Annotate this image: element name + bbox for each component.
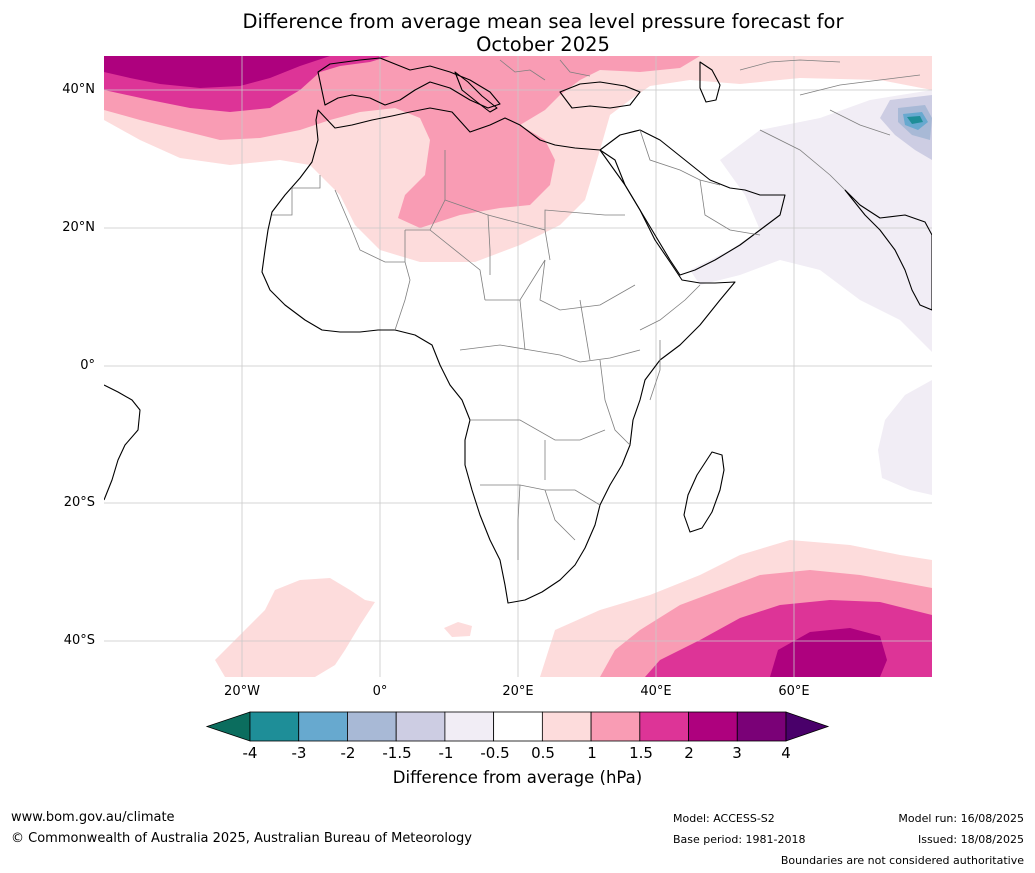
colorbar-tick: 1.5	[629, 744, 653, 762]
colorbar-title: Difference from average (hPa)	[392, 768, 643, 787]
colorbar-swatch	[493, 711, 543, 742]
lon-label-60e: 60°E	[778, 684, 810, 699]
footer-model: Model: ACCESS-S2	[673, 812, 775, 825]
lon-label-20w: 20°W	[224, 684, 260, 699]
footer-issued: Issued: 18/08/2025	[917, 833, 1024, 846]
title-line-2: October 2025	[476, 33, 610, 56]
title-line-1: Difference from average mean sea level p…	[242, 10, 844, 33]
map-title: Difference from average mean sea level p…	[0, 10, 1035, 56]
colorbar-swatch	[298, 711, 348, 742]
south-america-coastline	[104, 384, 141, 501]
anomaly-band-2-north	[104, 56, 330, 88]
lat-label-40s: 40°S	[63, 633, 95, 648]
colorbar	[205, 711, 830, 742]
footer-base-period: Base period: 1981-2018	[673, 833, 806, 846]
lat-label-equator: 0°	[80, 358, 95, 373]
colorbar-tick: 2	[684, 744, 694, 762]
lat-label-20n: 20°N	[62, 220, 95, 235]
madagascar-coastline	[683, 451, 725, 533]
anomaly-band-0.5-south-atlantic	[215, 578, 375, 677]
colorbar-tick: -1.5	[382, 744, 412, 762]
colorbar-swatch	[590, 711, 641, 742]
lon-label-20e: 20°E	[502, 684, 534, 699]
colorbar-extension-high	[785, 711, 830, 742]
lon-gridlines	[241, 56, 795, 677]
colorbar-tick: -0.5	[480, 744, 510, 762]
lon-label-40e: 40°E	[640, 684, 672, 699]
footer-copyright: © Commonwealth of Australia 2025, Austra…	[11, 831, 472, 846]
colorbar-tick: -2	[340, 744, 356, 762]
colorbar-swatch	[541, 711, 592, 742]
colorbar-tick: 3	[732, 744, 742, 762]
anatolia-coastline	[559, 81, 641, 109]
africa-coastline	[261, 107, 736, 604]
colorbar-tick: 0.5	[531, 744, 555, 762]
colorbar-tick: 4	[781, 744, 791, 762]
anomaly-band-2-south	[770, 628, 887, 677]
caspian-coastline	[699, 61, 721, 103]
anomaly-band-neg0.5-asia	[690, 90, 932, 352]
italy-coastline	[454, 71, 498, 113]
anomaly-band-neg3-tibet	[907, 116, 923, 124]
footer-website: www.bom.gov.au/climate	[11, 810, 175, 825]
colorbar-swatch	[347, 711, 397, 742]
colorbar-tick: -1	[438, 744, 454, 762]
india-coastline	[844, 189, 932, 311]
colorbar-swatch	[444, 711, 495, 742]
lat-label-40n: 40°N	[62, 82, 95, 97]
footer-disclaimer: Boundaries are not considered authoritat…	[780, 854, 1024, 867]
colorbar-tick: -4	[242, 744, 258, 762]
lat-label-20s: 20°S	[63, 495, 95, 510]
colorbar-swatch	[639, 711, 689, 742]
colorbar-swatch	[395, 711, 446, 742]
colorbar-swatch	[736, 711, 787, 742]
anomaly-band-neg0.5-indian-ocean	[878, 380, 932, 495]
map-area	[104, 56, 932, 677]
lon-label-0: 0°	[372, 684, 388, 699]
europe-coastline	[317, 57, 501, 109]
colorbar-extension-low	[205, 711, 251, 742]
arabia-coastline	[599, 129, 786, 276]
country-borders	[272, 59, 921, 560]
anomaly-band-0.5-south-atlantic-islet	[444, 622, 472, 637]
colorbar-tick: 1	[587, 744, 597, 762]
footer-model-run: Model run: 16/08/2025	[898, 812, 1024, 825]
colorbar-tick: -3	[291, 744, 307, 762]
colorbar-swatch	[688, 711, 738, 742]
coastlines	[104, 57, 932, 604]
colorbar-swatch	[249, 711, 300, 742]
